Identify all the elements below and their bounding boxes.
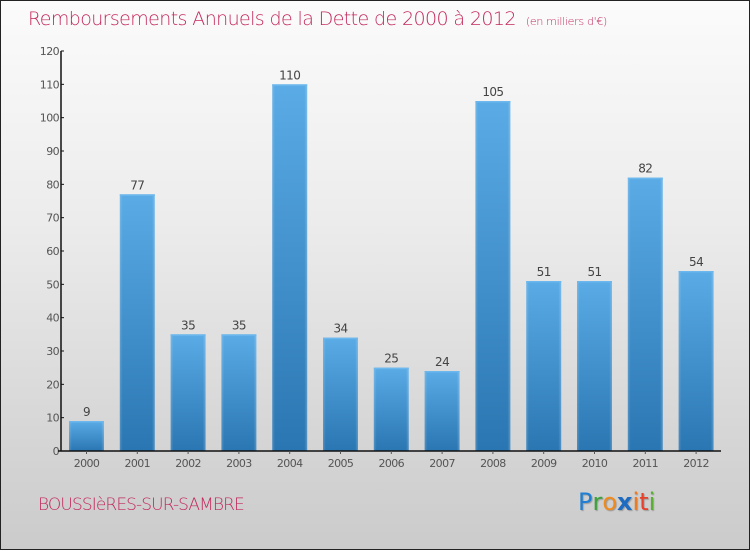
x-tick-label: 2009 — [531, 457, 557, 470]
bar-highlight — [323, 337, 358, 451]
value-label: 9 — [83, 405, 90, 419]
y-tick-label: 10 — [46, 412, 59, 425]
chart-title: Remboursements Annuels de la Dette de 20… — [28, 8, 607, 30]
bar-2009: 51 — [526, 265, 562, 451]
x-tick-label: 2005 — [328, 457, 354, 470]
bar-2008: 105 — [475, 85, 511, 451]
bar-top-edge — [221, 334, 257, 336]
logo-letter: P — [578, 488, 593, 516]
bar-top-edge — [627, 177, 663, 180]
y-tick-label: 50 — [46, 278, 59, 291]
logo-letter: i — [648, 488, 656, 516]
x-tick-label: 2000 — [74, 457, 100, 470]
y-tick-label: 70 — [46, 212, 59, 225]
proxiti-logo[interactable]: Proxiti — [578, 488, 655, 516]
bar-2011: 82 — [627, 162, 663, 451]
bar-highlight — [577, 281, 612, 451]
bar-2012: 54 — [678, 255, 714, 451]
x-tick-label: 2012 — [683, 457, 709, 470]
x-tick-label: 2010 — [582, 457, 608, 470]
value-label: 105 — [482, 85, 503, 99]
x-tick-label: 2008 — [480, 457, 506, 470]
value-label: 77 — [130, 178, 144, 192]
x-tick-label: 2006 — [378, 457, 404, 470]
bar-top-edge — [170, 334, 206, 336]
bar-top-edge — [373, 367, 409, 370]
value-label: 82 — [638, 162, 652, 176]
logo-letter: r — [592, 488, 603, 516]
x-tick-label: 2003 — [226, 457, 252, 470]
bar-top-edge — [475, 101, 511, 103]
bar-highlight — [424, 371, 460, 451]
bar-top-edge — [69, 421, 104, 423]
logo-letter: i — [632, 488, 640, 516]
x-tick-label: 2002 — [175, 457, 201, 470]
value-label: 35 — [181, 318, 195, 332]
bar-highlight — [170, 334, 206, 451]
value-label: 25 — [384, 352, 398, 366]
value-label: 54 — [689, 255, 703, 269]
value-label: 35 — [232, 318, 246, 332]
chart-subtitle: (en milliers d'€) — [525, 15, 608, 28]
bar-top-edge — [577, 281, 612, 283]
bar-highlight — [69, 421, 104, 451]
y-axis: 0 10 20 30 40 50 60 70 80 90 100 110 120 — [40, 45, 64, 458]
y-tick-label: 20 — [46, 378, 59, 391]
bar-top-edge — [272, 84, 308, 86]
bar-top-edge — [323, 337, 358, 340]
y-tick-label: 100 — [40, 112, 60, 125]
y-tick-label: 40 — [46, 312, 59, 325]
x-axis: 2000 2001 2002 2003 2004 2005 2006 2007 2008 2009… — [58, 450, 721, 470]
logo-letter: o — [602, 488, 618, 516]
x-tick-label: 2011 — [632, 457, 658, 470]
bar-2001: 77 — [119, 178, 155, 452]
x-tick-label: 2004 — [277, 457, 303, 470]
bars-group: 9 77 35 35 110 34 25 24 105 51 51 82 54 — [69, 68, 714, 452]
bar-top-edge — [678, 271, 714, 273]
bar-highlight — [119, 194, 155, 452]
bar-2000: 9 — [69, 405, 104, 451]
bar-2003: 35 — [221, 318, 257, 451]
bar-2006: 25 — [373, 352, 409, 451]
y-tick-label: 90 — [46, 145, 59, 158]
bar-top-edge — [424, 371, 460, 373]
x-tick-label: 2001 — [124, 457, 150, 470]
y-tick-label: 80 — [46, 178, 59, 191]
bar-highlight — [678, 271, 714, 451]
logo-letter: t — [639, 488, 649, 516]
x-tick-label: 2007 — [429, 457, 455, 470]
bar-highlight — [373, 367, 409, 451]
value-label: 24 — [435, 355, 449, 369]
y-tick-label: 60 — [46, 245, 59, 258]
bar-highlight — [526, 281, 562, 451]
y-tick-label: 0 — [53, 445, 60, 458]
bar-2007: 24 — [424, 355, 460, 451]
bar-highlight — [627, 177, 663, 451]
location-label: BOUSSIèRES-SUR-SAMBRE — [38, 495, 245, 515]
value-label: 51 — [537, 265, 551, 279]
chart-title-text: Remboursements Annuels de la Dette de 20… — [28, 8, 516, 30]
y-tick-label: 120 — [40, 45, 60, 58]
bar-highlight — [221, 334, 257, 451]
y-tick-label: 110 — [40, 78, 60, 91]
bar-top-edge — [119, 194, 155, 196]
logo-letter: x — [617, 488, 633, 516]
value-label: 34 — [333, 322, 347, 336]
bar-2010: 51 — [577, 265, 612, 451]
bar-highlight — [475, 101, 511, 451]
bar-top-edge — [526, 281, 562, 283]
bar-highlight — [272, 84, 308, 451]
bar-2005: 34 — [323, 322, 358, 451]
value-label: 110 — [279, 68, 300, 82]
bar-2002: 35 — [170, 318, 206, 451]
bar-2004: 110 — [272, 68, 308, 451]
value-label: 51 — [587, 265, 601, 279]
y-tick-label: 30 — [46, 345, 59, 358]
